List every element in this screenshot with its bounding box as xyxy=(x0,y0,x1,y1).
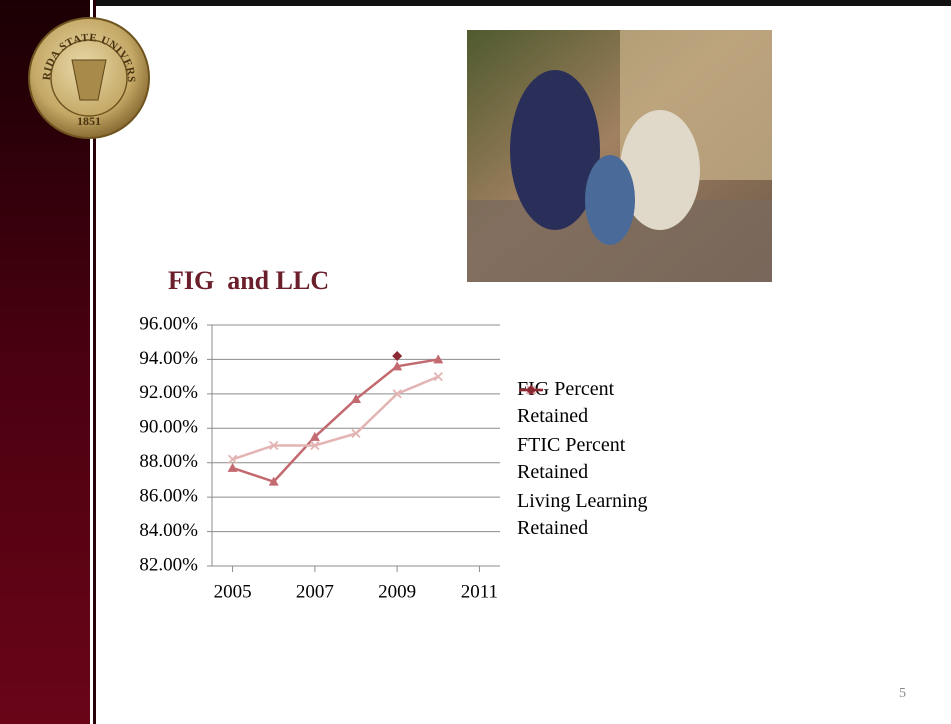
marker xyxy=(433,372,443,382)
strip-edge xyxy=(93,0,96,724)
marker xyxy=(227,454,238,464)
legend-item: FTIC Percent Retained xyxy=(517,385,682,486)
photo-person xyxy=(620,110,700,230)
marker xyxy=(526,385,536,395)
y-tick-label: 82.00% xyxy=(139,554,198,575)
legend-label: FIG Percent Retained xyxy=(517,378,615,427)
legend-key xyxy=(519,385,543,395)
marker xyxy=(433,354,444,364)
marker xyxy=(309,431,320,441)
y-tick-label: 94.00% xyxy=(139,348,198,369)
series-line xyxy=(232,375,439,461)
seal-inner xyxy=(50,39,128,117)
legend: FIG Percent Retained FTIC Percent Retaine… xyxy=(517,376,682,544)
y-tick-label: 92.00% xyxy=(139,382,198,403)
legend-label: Living Learning Retained xyxy=(517,490,648,539)
y-tick-label: 84.00% xyxy=(139,520,198,541)
x-tick-label: 2005 xyxy=(214,581,252,602)
y-tick-label: 96.00% xyxy=(139,313,198,334)
marker xyxy=(392,361,403,371)
y-tick-label: 86.00% xyxy=(139,486,198,507)
photo-person xyxy=(585,155,635,245)
y-tick-label: 88.00% xyxy=(139,451,198,472)
slide-number: 5 xyxy=(899,686,906,701)
x-tick-label: 2009 xyxy=(378,581,416,602)
y-tick-label: 90.00% xyxy=(139,417,198,438)
chart-title: FIG and LLC xyxy=(168,266,330,295)
marker xyxy=(310,440,320,451)
marker xyxy=(227,462,238,472)
marker xyxy=(351,394,361,404)
strip-gap xyxy=(90,0,93,724)
marker xyxy=(392,389,402,399)
top-border xyxy=(0,0,951,6)
seal-year: 1851 xyxy=(77,114,101,128)
legend-item: Living Learning Retained xyxy=(517,385,682,542)
marker xyxy=(392,350,403,361)
x-tick-label: 2007 xyxy=(296,581,334,602)
photo xyxy=(467,30,772,282)
x-tick-label: 2011 xyxy=(461,581,498,602)
marker xyxy=(268,476,279,486)
legend-label: FTIC Percent Retained xyxy=(517,434,626,483)
seal-torches xyxy=(71,59,107,101)
marker xyxy=(269,440,279,451)
marker xyxy=(351,428,361,439)
series-line xyxy=(232,358,439,484)
photo-person xyxy=(510,70,600,230)
